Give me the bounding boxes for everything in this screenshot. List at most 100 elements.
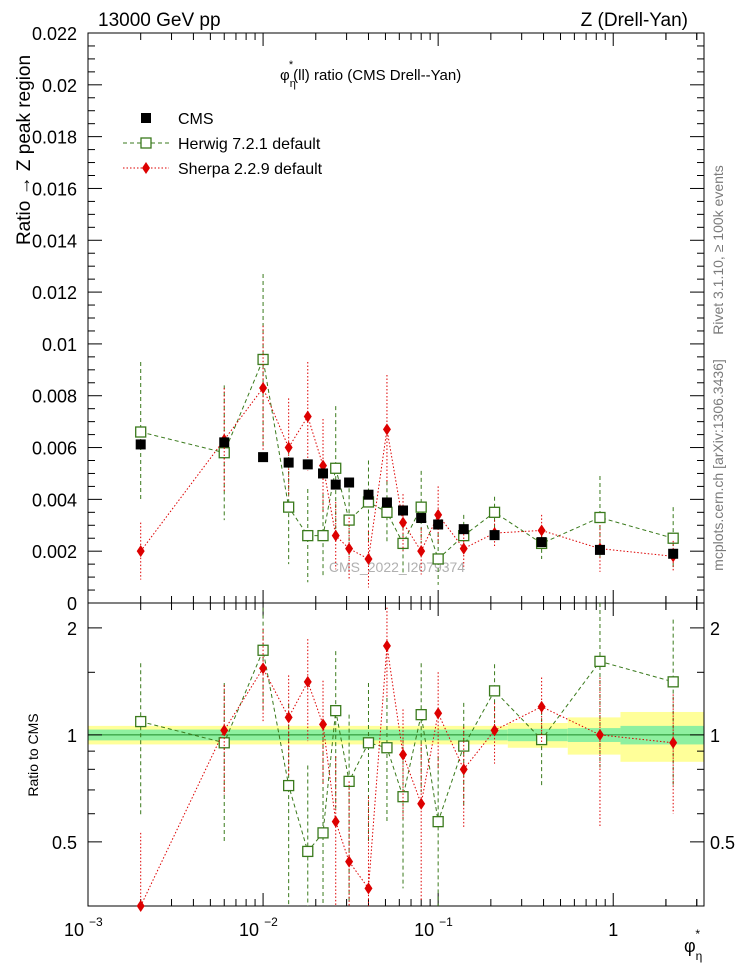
ratio-point	[331, 815, 340, 828]
ratio-point	[382, 639, 391, 652]
data-point	[381, 506, 393, 518]
ratio-point	[488, 685, 501, 697]
ratio-point	[220, 724, 229, 737]
data-point	[345, 542, 354, 555]
data-point	[668, 548, 679, 559]
x-tick-label-exponent: −3	[89, 915, 103, 929]
header-left: 13000 GeV pp	[98, 10, 221, 31]
main-ylabel: Ratio → Z peak region	[14, 55, 35, 245]
ratio-y-tick-label: 1	[67, 726, 77, 746]
data-point	[399, 516, 408, 529]
y-tick-label: 0.004	[32, 490, 77, 510]
data-point	[302, 459, 313, 470]
ratio-point	[669, 736, 678, 749]
legend-label: Herwig 7.2.1 default	[178, 136, 321, 153]
legend-marker	[141, 113, 151, 123]
ratio-point	[364, 882, 373, 895]
ratio-point	[459, 763, 468, 776]
data-point	[458, 524, 469, 535]
data-point	[343, 514, 355, 526]
legend: CMS Herwig 7.2.1 default Sherpa 2.2.9 defa…	[123, 111, 323, 178]
ratio-point	[667, 676, 679, 688]
title-rest: (ll) ratio (CMS Drell--Yan)	[293, 67, 461, 84]
x-tick-label: 10	[64, 920, 84, 940]
data-point	[284, 441, 293, 454]
data-point	[258, 452, 269, 463]
ratio-y-tick-label-right: 2	[710, 619, 720, 639]
ratio-frame	[87, 602, 705, 907]
data-point	[283, 501, 295, 513]
y-tick-label: 0.016	[32, 179, 77, 199]
data-point	[382, 423, 391, 436]
x-label-subscript: η	[696, 949, 703, 963]
ratio-point	[317, 827, 329, 839]
data-point	[417, 545, 426, 558]
ratio-point	[345, 855, 354, 868]
data-point	[415, 501, 427, 513]
ratio-point	[434, 707, 443, 720]
mcplots-label: mcplots.cern.ch [arXiv:1306.3436]	[710, 359, 726, 571]
data-point	[135, 439, 146, 450]
data-point	[317, 529, 329, 542]
x-axis-label: φη *	[684, 927, 702, 963]
data-point	[537, 524, 546, 537]
ratio-series-sherpa	[136, 607, 678, 912]
ratio-y-tick-label: 2	[67, 619, 77, 639]
ratio-point	[535, 733, 548, 746]
ratio-point	[432, 815, 444, 828]
data-point	[363, 489, 374, 500]
data-point	[667, 532, 679, 544]
data-point	[488, 506, 501, 518]
y-tick-label: 0.022	[32, 24, 77, 44]
x-tick-label-exponent: −2	[264, 915, 278, 929]
y-tick-label: 0.014	[32, 231, 77, 251]
ratio-point	[362, 737, 375, 749]
data-point	[135, 426, 147, 438]
ratio-point	[284, 711, 293, 724]
y-tick-label: 0.012	[32, 283, 77, 303]
watermark: CMS_2022_I2079374	[329, 559, 465, 575]
ratio-point	[417, 797, 426, 810]
data-point	[302, 529, 314, 542]
data-point	[432, 553, 444, 565]
ratio-point	[218, 737, 230, 749]
y-tick-label: 0.006	[32, 439, 77, 459]
data-point	[489, 530, 500, 541]
data-point	[459, 542, 468, 555]
ratio-point	[595, 728, 604, 741]
legend-marker	[142, 162, 150, 174]
ratio-point	[594, 655, 606, 668]
data-point	[536, 537, 547, 548]
data-point	[594, 544, 605, 555]
ratio-y-tick-label: 0.5	[52, 833, 77, 853]
data-point	[330, 462, 342, 474]
x-label-superscript: *	[695, 927, 700, 941]
data-point	[283, 457, 294, 468]
main-panel: 0 0.002 0.004 0.006 0.008 0.01 0.012 0.014 0.016…	[14, 24, 705, 614]
x-tick-label: 10	[414, 920, 434, 940]
ratio-point	[330, 704, 342, 717]
ratio-y-tick-label-right: 1	[710, 726, 720, 746]
title-symbol: φ	[280, 67, 290, 84]
y-tick-label: 0.01	[42, 335, 77, 355]
ratio-point	[283, 779, 295, 792]
data-point	[331, 529, 340, 542]
ratio-ylabel: Ratio to CMS	[25, 713, 41, 796]
data-point	[136, 545, 145, 558]
ratio-point	[397, 791, 409, 803]
x-tick-label-exponent: −1	[439, 915, 453, 929]
ratio-point	[319, 718, 328, 731]
x-label-symbol: φ	[684, 936, 696, 956]
ratio-point	[135, 715, 147, 728]
ratio-point	[537, 700, 546, 713]
data-point	[594, 511, 606, 524]
y-tick-label: 0.008	[32, 387, 77, 407]
ratio-point	[415, 709, 427, 721]
data-point	[416, 513, 427, 524]
legend-marker	[140, 137, 152, 149]
ratio-line	[140, 645, 674, 907]
data-point	[318, 468, 329, 479]
y-tick-label: 0.02	[42, 76, 77, 96]
ratio-point	[381, 742, 393, 754]
